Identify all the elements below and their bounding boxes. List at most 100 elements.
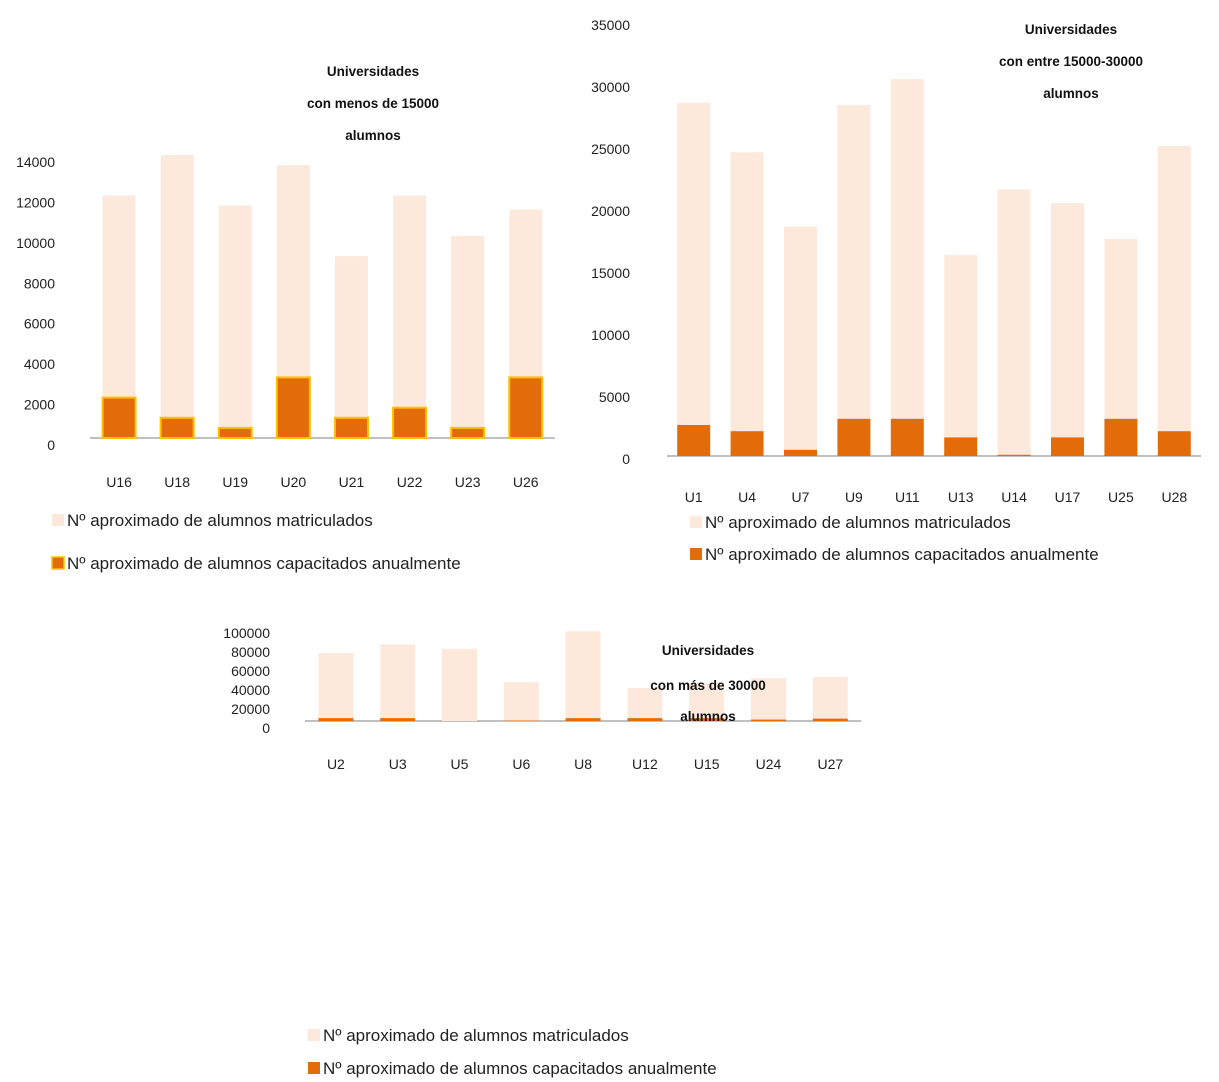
y-tick-label: 6000 (24, 316, 55, 332)
chart-title-line: con más de 30000 (650, 678, 766, 693)
x-tick-label: U6 (512, 756, 530, 772)
x-tick-label: U2 (327, 756, 345, 772)
bar-capacitados-u23 (450, 426, 486, 439)
bar-capacitados-u9 (837, 418, 871, 456)
legend-swatch-capacitados (51, 556, 65, 570)
bar-matriculados-u27 (812, 677, 848, 719)
bar-capacitados-u20 (275, 376, 311, 440)
bar-matriculados-u16 (102, 195, 136, 398)
bar-capacitados-u1 (677, 425, 711, 456)
x-tick-label: U28 (1161, 489, 1187, 505)
y-tick-label: 30000 (591, 79, 630, 95)
bar-matriculados-u4 (730, 152, 764, 432)
x-tick-label: U26 (513, 474, 539, 490)
y-tick-label: 100000 (223, 625, 270, 641)
chart-title-line: alumnos (680, 709, 736, 724)
y-tick-label: 35000 (591, 17, 630, 33)
bar-capacitados-u28 (1157, 431, 1191, 456)
y-tick-label: 40000 (231, 682, 270, 698)
y-tick-label: 60000 (231, 663, 270, 679)
x-tick-label: U1 (685, 489, 703, 505)
legend-swatch-matriculados (308, 1029, 320, 1041)
chart-title-line: Universidades (1025, 22, 1117, 37)
bar-matriculados-u7 (784, 226, 817, 450)
bar-matriculados-u9 (837, 105, 871, 419)
x-tick-label: U21 (339, 474, 365, 490)
chart-title-line: alumnos (1043, 86, 1099, 101)
x-tick-label: U16 (106, 474, 132, 490)
x-tick-label: U3 (389, 756, 407, 772)
bar-capacitados-u3 (380, 718, 416, 721)
x-tick-label: U7 (792, 489, 810, 505)
x-tick-label: U15 (694, 756, 720, 772)
bar-capacitados-u14 (997, 454, 1031, 456)
bar-capacitados-u11 (890, 418, 924, 456)
bar-capacitados-u4 (730, 431, 764, 456)
x-tick-label: U25 (1108, 489, 1134, 505)
legend-label-capacitados: Nº aproximado de alumnos capacitados anu… (67, 554, 461, 573)
bar-capacitados-u16 (101, 396, 137, 440)
bar-capacitados-u7 (784, 449, 817, 456)
bar-matriculados-u24 (751, 678, 786, 720)
bar-matriculados-u22 (393, 195, 427, 408)
chart-title-line: con entre 15000-30000 (999, 54, 1143, 69)
bar-matriculados-u18 (160, 155, 194, 418)
x-tick-label: U19 (222, 474, 248, 490)
legend-swatch-capacitados (308, 1062, 320, 1074)
legend-swatch-matriculados (52, 514, 64, 526)
y-tick-label: 0 (622, 451, 630, 467)
bar-matriculados-u14 (997, 189, 1031, 455)
y-tick-label: 0 (262, 720, 270, 736)
bar-matriculados-u11 (890, 79, 924, 419)
bar-matriculados-u20 (276, 165, 310, 378)
y-tick-label: 2000 (24, 397, 55, 413)
bar-matriculados-u6 (503, 682, 539, 721)
legend-label-capacitados: Nº aproximado de alumnos capacitados anu… (705, 545, 1099, 564)
y-tick-label: 80000 (231, 644, 270, 660)
x-tick-label: U17 (1055, 489, 1081, 505)
legend-label-matriculados: Nº aproximado de alumnos matriculados (705, 513, 1011, 532)
legend-swatch-capacitados (690, 548, 702, 560)
bar-matriculados-u28 (1157, 146, 1191, 432)
y-tick-label: 15000 (591, 265, 630, 281)
bar-matriculados-u23 (451, 235, 485, 428)
bar-capacitados-u22 (392, 406, 428, 439)
x-tick-label: U5 (451, 756, 469, 772)
x-tick-label: U11 (895, 489, 920, 505)
y-tick-label: 25000 (591, 141, 630, 157)
x-tick-label: U24 (756, 756, 782, 772)
bar-capacitados-u26 (508, 376, 544, 440)
legend-label-matriculados: Nº aproximado de alumnos matriculados (67, 511, 373, 530)
bar-matriculados-u15 (689, 683, 725, 719)
y-tick-label: 8000 (24, 275, 55, 291)
chart-title-line: Universidades (327, 64, 419, 79)
legend-swatch-matriculados (690, 516, 702, 528)
bar-matriculados-u21 (334, 256, 368, 418)
x-tick-label: U9 (845, 489, 863, 505)
bar-matriculados-u1 (677, 102, 711, 425)
y-tick-label: 20000 (231, 701, 270, 717)
bar-matriculados-u26 (509, 209, 543, 378)
x-tick-label: U12 (632, 756, 658, 772)
x-tick-label: U4 (738, 489, 756, 505)
chart-title-line: alumnos (345, 128, 401, 143)
x-tick-label: U22 (397, 474, 423, 490)
x-tick-label: U27 (817, 756, 843, 772)
y-tick-label: 0 (47, 437, 55, 453)
bar-capacitados-u18 (159, 416, 195, 439)
x-tick-label: U13 (948, 489, 974, 505)
bar-capacitados-u8 (565, 718, 601, 721)
y-tick-label: 14000 (16, 154, 55, 170)
chart-title-line: Universidades (662, 643, 754, 658)
x-tick-label: U14 (1001, 489, 1027, 505)
x-tick-label: U23 (455, 474, 481, 490)
x-tick-label: U18 (164, 474, 190, 490)
bar-matriculados-u12 (627, 687, 663, 719)
y-tick-label: 4000 (24, 356, 55, 372)
bar-matriculados-u17 (1051, 203, 1084, 438)
bar-matriculados-u2 (318, 653, 354, 719)
bar-matriculados-u13 (944, 255, 978, 438)
chart-title-line: con menos de 15000 (307, 96, 439, 111)
bar-capacitados-u12 (627, 718, 663, 721)
bar-capacitados-u17 (1051, 437, 1084, 456)
